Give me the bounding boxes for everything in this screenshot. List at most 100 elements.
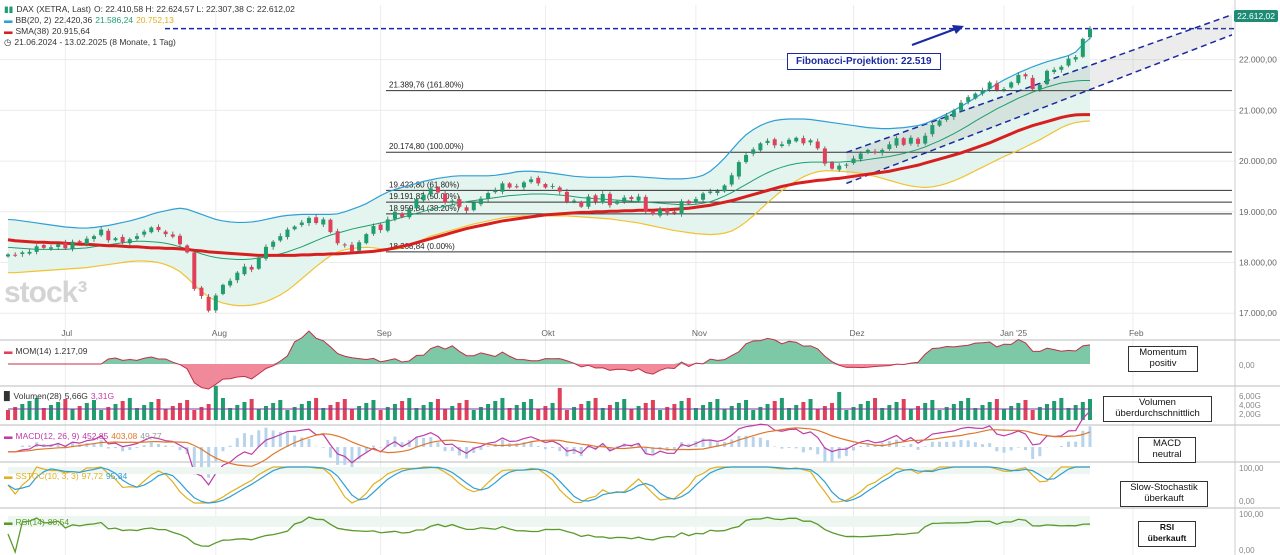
candle-body xyxy=(751,149,756,154)
volume-bar xyxy=(701,405,706,420)
macd-histogram-bar xyxy=(601,443,605,447)
macd-histogram-bar xyxy=(414,437,418,447)
macd-histogram-bar xyxy=(422,437,426,447)
sub-tick-label: 100,00 xyxy=(1239,510,1264,519)
candle-body xyxy=(693,199,698,203)
macd-histogram-bar xyxy=(1031,447,1035,460)
bollinger-band-fill xyxy=(8,38,1090,306)
fib-level-label: 19.423,80 (61.80%) xyxy=(389,180,460,189)
candle-body xyxy=(658,209,663,216)
volume-bar xyxy=(507,408,512,420)
volume-bar xyxy=(629,409,634,420)
candle-body xyxy=(722,185,727,192)
volume-bar xyxy=(908,409,913,420)
volume-bar xyxy=(887,405,892,420)
volume-bar xyxy=(120,401,125,420)
macd-histogram-bar xyxy=(529,442,533,447)
candle-body xyxy=(77,241,82,243)
volume-bar xyxy=(206,404,211,420)
legend-sstoc: ▬ SSTOC(10, 3, 3) 97,72 95,34 xyxy=(4,471,128,481)
candle-body xyxy=(994,83,999,91)
rsi-overbought-zone xyxy=(8,516,1090,527)
volume-bar xyxy=(263,406,268,420)
volume-bar xyxy=(134,408,139,420)
momentum-negative-area xyxy=(8,364,1090,390)
candle-body xyxy=(364,234,369,244)
macd-histogram-bar xyxy=(321,447,325,448)
volume-bar xyxy=(228,408,233,420)
macd-histogram-bar xyxy=(450,447,454,452)
candle-body xyxy=(414,199,419,209)
macd-histogram-bar xyxy=(328,447,332,458)
volume-bar xyxy=(837,392,842,420)
candle-body xyxy=(213,295,218,311)
candle-body xyxy=(815,141,820,149)
macd-histogram-bar xyxy=(959,439,963,447)
candle-body xyxy=(772,139,777,146)
volume-bar xyxy=(213,386,218,420)
x-tick-label: Okt xyxy=(541,328,555,338)
candle-body xyxy=(471,202,476,211)
volume-bar xyxy=(163,409,168,420)
x-tick-label: Nov xyxy=(692,328,708,338)
candle-body xyxy=(787,139,792,144)
candle-body xyxy=(1023,74,1028,77)
macd-histogram-bar xyxy=(1016,447,1020,448)
candle-body xyxy=(385,219,390,231)
candle-body xyxy=(314,217,319,223)
x-tick-label: Sep xyxy=(377,328,392,338)
volume-bar xyxy=(271,403,276,420)
volume-bar xyxy=(944,407,949,420)
candle-body xyxy=(235,272,240,281)
volume-bar xyxy=(292,407,297,420)
macd-histogram-bar xyxy=(966,440,970,447)
candle-body xyxy=(607,193,612,206)
momentum-positive-area xyxy=(8,331,1090,364)
candle-body xyxy=(292,226,297,230)
candle-body xyxy=(27,251,32,254)
macd-histogram-bar xyxy=(307,438,311,447)
candle-body xyxy=(1073,57,1078,60)
candle-body xyxy=(1052,69,1057,73)
sub-tick-label: 2,00G xyxy=(1239,410,1261,419)
candle-body xyxy=(686,200,691,204)
candle-body xyxy=(514,186,519,188)
volume-bar xyxy=(1023,400,1028,420)
macd-histogram-bar xyxy=(371,445,375,447)
last-price-tag: 22.612,02 xyxy=(1234,10,1278,22)
volume-bar xyxy=(758,407,763,420)
macd-histogram-bar xyxy=(1067,441,1071,447)
sub-tick-label: 100,00 xyxy=(1239,464,1264,473)
macd-histogram-bar xyxy=(773,446,777,447)
volume-bar xyxy=(729,406,734,420)
macd-histogram-bar xyxy=(701,438,705,447)
macd-histogram-bar xyxy=(758,437,762,447)
candle-body xyxy=(357,242,362,251)
candle-body xyxy=(435,187,440,193)
candle-body xyxy=(6,254,10,257)
channel-fill xyxy=(846,14,1232,184)
macd-histogram-bar xyxy=(436,442,440,447)
legend-vol: ▉ Volumen(28) 5,66G 3,31G xyxy=(4,391,115,401)
volume-bar xyxy=(170,406,175,420)
candle-icon: ▮▮ xyxy=(4,4,14,14)
candle-body xyxy=(156,226,161,231)
candle-body xyxy=(400,213,405,217)
macd-histogram-bar xyxy=(56,442,60,447)
x-tick-label: Feb xyxy=(1129,328,1144,338)
trend-channel xyxy=(165,14,1235,185)
candle-body xyxy=(20,252,25,255)
candle-body xyxy=(701,193,706,200)
volume-bar xyxy=(894,402,899,420)
candle-body xyxy=(500,183,505,192)
candle-body xyxy=(263,246,268,259)
volume-bar xyxy=(564,410,569,420)
macd-histogram-bar xyxy=(500,439,504,447)
legend-main: ▮▮ DAX (XETRA, Last) O: 22.410,58 H: 22.62… xyxy=(4,4,295,14)
candle-body xyxy=(256,257,261,269)
candle-body xyxy=(830,162,835,169)
macd-histogram-bar xyxy=(1088,426,1092,447)
bars-icon: ▉ xyxy=(4,391,11,401)
line-icon: ▬ xyxy=(4,15,13,25)
